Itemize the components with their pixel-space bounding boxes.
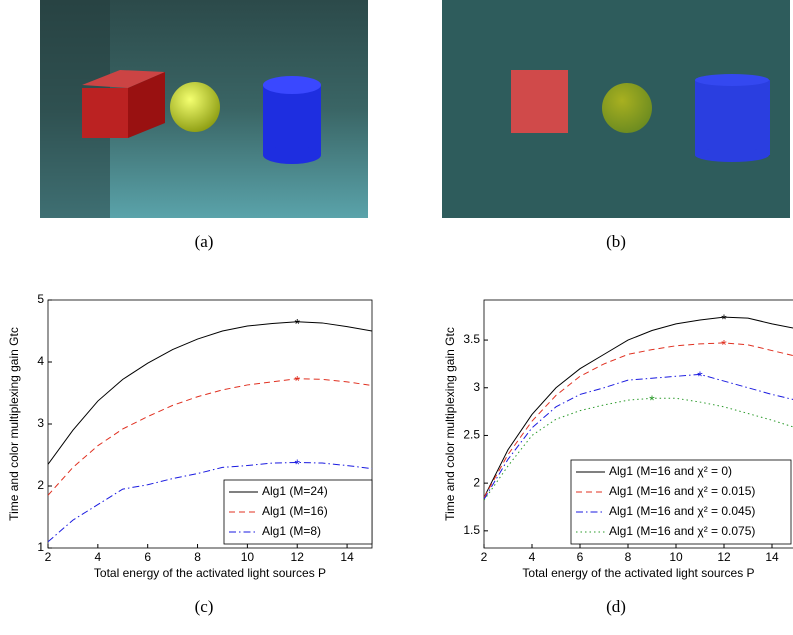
y-tick-label: 3 xyxy=(37,416,44,430)
legend-label: Alg1 (M=16) xyxy=(262,504,328,518)
x-tick-label: 8 xyxy=(625,550,632,564)
image-b xyxy=(442,0,790,218)
x-tick-label: 6 xyxy=(144,550,151,564)
legend-label: Alg1 (M=8) xyxy=(262,524,321,538)
max-marker: * xyxy=(295,372,301,388)
y-tick-label: 2 xyxy=(37,478,44,492)
y-tick-label: 3.5 xyxy=(463,332,480,346)
x-tick-label: 6 xyxy=(577,550,584,564)
x-tick-label: 14 xyxy=(340,550,354,564)
y-tick-label: 2.5 xyxy=(463,428,480,442)
x-tick-label: 14 xyxy=(765,550,779,564)
legend-label: Alg1 (M=16 and χ² = 0.045) xyxy=(609,504,755,518)
figure: (a) (b) (c) (d) 246810121412345Total ene… xyxy=(0,0,793,630)
max-marker: * xyxy=(721,311,727,327)
caption: (a) xyxy=(195,232,214,251)
image-a xyxy=(40,0,368,218)
y-tick-label: 5 xyxy=(37,292,44,306)
caption: (d) xyxy=(606,597,626,616)
legend-label: Alg1 (M=16 and χ² = 0) xyxy=(609,464,732,478)
x-tick-label: 10 xyxy=(669,550,683,564)
legend-label: Alg1 (M=24) xyxy=(262,484,328,498)
y-tick-label: 2 xyxy=(473,475,480,489)
max-marker: * xyxy=(295,315,301,331)
y-tick-label: 3 xyxy=(473,380,480,394)
caption: (c) xyxy=(195,597,214,616)
x-tick-label: 12 xyxy=(291,550,305,564)
x-tick-label: 4 xyxy=(95,550,102,564)
y-axis-label: Time and color multiplexing gain Gtc xyxy=(443,327,457,521)
x-tick-label: 2 xyxy=(481,550,488,564)
y-tick-label: 1.5 xyxy=(463,523,480,537)
x-tick-label: 2 xyxy=(45,550,52,564)
x-tick-label: 4 xyxy=(529,550,536,564)
legend-label: Alg1 (M=16 and χ² = 0.075) xyxy=(609,524,755,538)
x-tick-label: 12 xyxy=(717,550,731,564)
x-axis-label: Total energy of the activated light sour… xyxy=(522,566,754,580)
x-tick-label: 8 xyxy=(194,550,201,564)
legend-label: Alg1 (M=16 and χ² = 0.015) xyxy=(609,484,755,498)
y-tick-label: 1 xyxy=(37,540,44,554)
max-marker: * xyxy=(721,337,727,353)
caption: (b) xyxy=(606,232,626,251)
max-marker: * xyxy=(649,392,655,408)
max-marker: * xyxy=(697,368,703,384)
y-tick-label: 4 xyxy=(37,354,44,368)
x-tick-label: 10 xyxy=(241,550,255,564)
max-marker: * xyxy=(295,456,301,472)
y-axis-label: Time and color multiplexing gain Gtc xyxy=(7,327,21,521)
x-axis-label: Total energy of the activated light sour… xyxy=(94,566,326,580)
